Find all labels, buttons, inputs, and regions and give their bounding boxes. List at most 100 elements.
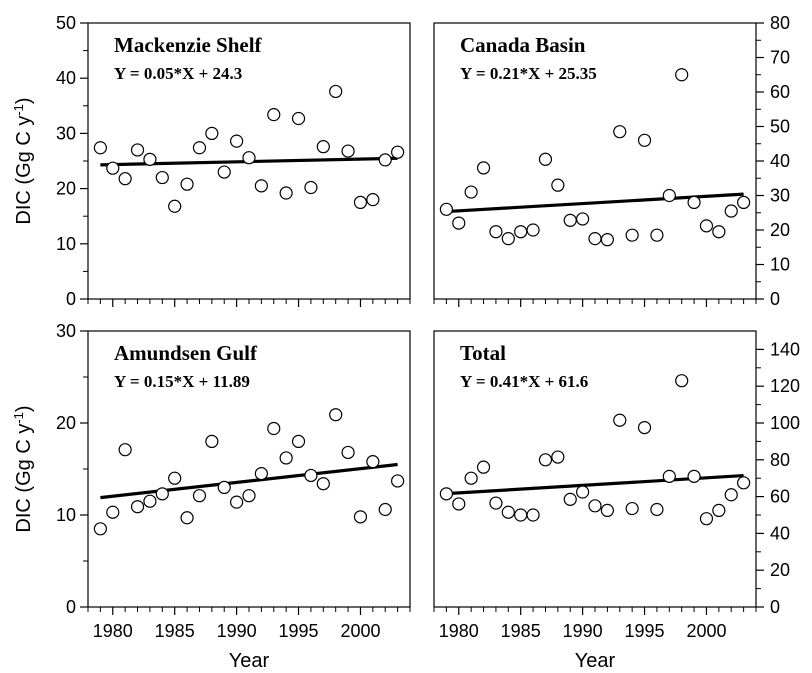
data-point [230, 134, 244, 148]
data-point [699, 219, 714, 233]
data-point [699, 512, 714, 526]
y-tick-label: 20 [770, 560, 790, 580]
y-tick-label: 20 [56, 413, 76, 433]
data-point [304, 468, 318, 483]
panel-3: 0 10 20 30 1980 1985 1990 1995 2000 Year DIC (Gg C… [11, 321, 411, 672]
y-tick-label: 80 [770, 13, 790, 33]
data-point [118, 443, 132, 457]
data-point [254, 467, 268, 481]
data-point [93, 522, 107, 536]
data-point [538, 152, 553, 166]
data-point [439, 202, 453, 216]
data-point [576, 212, 590, 226]
data-point [675, 374, 689, 388]
data-point [130, 143, 145, 157]
y-tick-label: 70 [770, 48, 790, 68]
data-point [254, 179, 268, 193]
y-tick-label: 30 [770, 186, 790, 206]
data-point [291, 434, 306, 448]
regression-equation: Y = 0.41*X + 61.6 [460, 372, 588, 391]
x-axis-title: Year [229, 650, 270, 672]
data-point [637, 133, 652, 147]
y-tick-label: 60 [770, 82, 790, 102]
data-point [93, 141, 107, 155]
data-point [242, 151, 256, 165]
data-point [192, 141, 207, 155]
data-point [464, 185, 478, 199]
data-point [489, 225, 503, 239]
y-tick-label: 30 [56, 321, 76, 341]
data-point [279, 451, 293, 465]
panel-title: Canada Basin [460, 33, 586, 57]
data-point [329, 84, 343, 99]
y-tick-label: 10 [56, 505, 76, 525]
data-point [316, 140, 330, 154]
y-tick-label: 40 [770, 151, 790, 171]
x-axis-title: Year [575, 650, 616, 672]
data-point [588, 499, 602, 513]
data-point [217, 165, 231, 179]
regression-line [100, 462, 398, 500]
data-point [637, 421, 652, 435]
data-point [155, 170, 169, 185]
data-point [588, 232, 602, 246]
data-point [464, 471, 478, 485]
data-point [712, 503, 726, 517]
y-tick-label: 50 [770, 117, 790, 137]
data-point [724, 204, 738, 218]
panel-title: Total [460, 341, 506, 365]
x-tick-label: 1985 [501, 621, 541, 641]
data-point [205, 434, 219, 448]
y-tick-label: 20 [770, 220, 790, 240]
data-point [155, 487, 169, 501]
data-point [341, 144, 355, 158]
data-point [192, 489, 207, 503]
panel-2: 0 10 20 30 40 50 60 70 80 Canada Basin Y = 0.21*X … [433, 13, 790, 309]
data-point [501, 505, 515, 519]
y-axis-title-main: DIC (Gg C y [13, 424, 35, 533]
data-point [712, 225, 726, 239]
data-point [168, 199, 182, 213]
x-tick-label: 1985 [155, 621, 195, 641]
data-point [724, 488, 738, 502]
x-tick-label: 1990 [217, 621, 257, 641]
data-point [143, 152, 157, 166]
y-tick-label: 30 [56, 123, 76, 143]
data-point [391, 145, 405, 159]
data-point [304, 180, 318, 195]
y-axis-title: DIC (Gg C y-1) [11, 405, 36, 532]
data-point [267, 421, 281, 436]
data-point [353, 510, 368, 524]
data-point [476, 161, 491, 175]
data-point [563, 492, 577, 506]
regression-equation: Y = 0.21*X + 25.35 [460, 64, 597, 83]
y-axis-title-sup: -1 [11, 104, 26, 116]
data-point [662, 188, 676, 203]
data-point [378, 153, 392, 167]
data-point [625, 228, 639, 242]
y-tick-label: 0 [770, 597, 780, 617]
data-point [551, 450, 565, 464]
y-tick-label: 10 [770, 255, 790, 275]
x-tick-label: 1980 [439, 621, 479, 641]
data-point [378, 502, 392, 517]
data-point [291, 111, 306, 126]
y-tick-label: 10 [56, 234, 76, 254]
data-point [366, 193, 380, 207]
data-point [452, 216, 466, 230]
x-tick-label: 1995 [279, 621, 319, 641]
x-tick-label: 2000 [340, 621, 380, 641]
data-point [180, 177, 194, 191]
data-point [625, 501, 639, 516]
y-axis-title-sup: -1 [11, 412, 26, 424]
data-point [737, 195, 751, 209]
y-tick-label: 0 [66, 597, 76, 617]
data-point [737, 476, 751, 490]
data-point [341, 445, 355, 460]
data-point [267, 108, 281, 122]
y-axis-title-end: ) [13, 405, 35, 412]
data-point [316, 477, 330, 491]
panel-title: Amundsen Gulf [114, 341, 258, 365]
data-point [526, 508, 540, 522]
